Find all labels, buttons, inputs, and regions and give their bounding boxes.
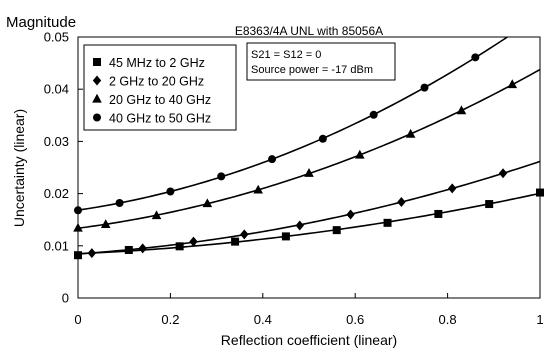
annotation-line-2: Source power = -17 dBm [251,64,373,76]
data-point [420,83,429,92]
plot-frame [77,36,541,299]
y-tick-label: 0.03 [44,134,69,149]
data-point [217,172,226,181]
data-point [253,184,263,194]
data-point [456,105,467,115]
data-point [498,168,508,179]
y-tick-label: 0.02 [44,186,69,201]
legend-box [83,44,237,131]
legend-marker [92,93,102,103]
data-point [507,79,518,89]
series-line [78,160,540,255]
data-point [166,187,175,196]
y-tick-label: 0 [62,291,69,306]
y-tick-label: 0.05 [44,30,69,45]
data-point [318,134,327,143]
data-point [268,155,277,164]
data-point [448,183,457,194]
annotation-line-1: S21 = S12 = 0 [251,49,321,61]
x-tick-label: 0.8 [439,312,457,327]
data-point [138,243,147,254]
x-tick-label: 0.6 [346,312,364,327]
x-tick-label: 0.4 [254,312,272,327]
legend-marker [93,113,101,122]
corner-label: Magnitude [6,14,76,31]
data-point [240,229,249,240]
data-point [383,218,392,227]
x-tick-label: 1 [536,312,543,327]
data-point [471,53,480,62]
data-point [304,168,314,177]
annotation-frame [246,42,396,81]
legend-marker [92,75,102,86]
legend: 45 MHz to 2 GHz 2 GHz to 20 GHz 20 GHz to … [83,44,237,131]
data-point [434,209,443,218]
legend-label: 20 GHz to 40 GHz [109,93,211,107]
data-point [151,210,162,220]
legend-label: 2 GHz to 20 GHz [109,75,204,89]
data-point [124,245,133,254]
series-line [78,37,509,211]
data-point [115,198,124,207]
series-line [78,192,540,255]
x-tick-label: 0 [74,312,81,327]
legend-label: 40 GHz to 50 GHz [109,112,211,126]
data-point [295,220,304,231]
data-point [189,236,198,247]
data-point [355,149,365,159]
chart-title: E8363/4A UNL with 85056A [235,24,383,38]
data-point [100,219,111,228]
y-axis-label: Uncertainty (linear) [11,109,27,227]
y-tick-label: 0.04 [44,82,69,97]
data-point [397,196,406,207]
data-point [175,242,184,251]
data-point [281,232,290,241]
data-point [369,110,378,119]
annotation-box: S21 = S12 = 0 Source power = -17 dBm [246,42,396,81]
data-point [485,200,494,209]
y-tick-label: 0.01 [44,238,69,253]
x-axis-label: Reflection coefficient (linear) [221,332,397,348]
legend-marker [93,58,101,66]
x-tick-label: 0.2 [161,312,179,327]
data-point [231,237,240,246]
data-point [405,128,416,138]
data-point [346,209,355,220]
data-point [87,248,97,259]
data-point [202,198,213,208]
data-point [332,226,341,235]
legend-label: 45 MHz to 2 GHz [109,56,205,70]
